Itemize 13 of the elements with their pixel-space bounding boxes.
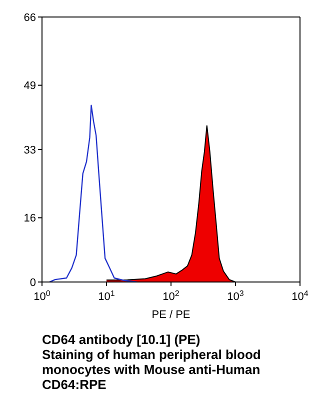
y-tick-label: 0: [30, 276, 36, 289]
y-tick-label: 49: [24, 80, 36, 92]
x-tick-label: 10$^{4}$: [292, 288, 309, 303]
y-tick-label: 66: [24, 12, 36, 24]
x-tick-label: 10$^{3}$: [227, 288, 244, 303]
x-tick-label: 10$^{1}$: [98, 288, 116, 303]
x-tick-label: 10$^{2}$: [162, 288, 180, 303]
text: CD64 antibody [10.1] (PE): [42, 332, 202, 347]
y-tick-label: 16: [24, 212, 36, 225]
x-tick-label: 10$^{0}$: [34, 288, 51, 303]
x-axis-title: PE / PE: [152, 309, 190, 321]
y-tick-label: 33: [24, 144, 36, 156]
text: Staining of human peripheral blood monocytes with Mouse anti-Human CD64:RPE: [42, 347, 262, 392]
